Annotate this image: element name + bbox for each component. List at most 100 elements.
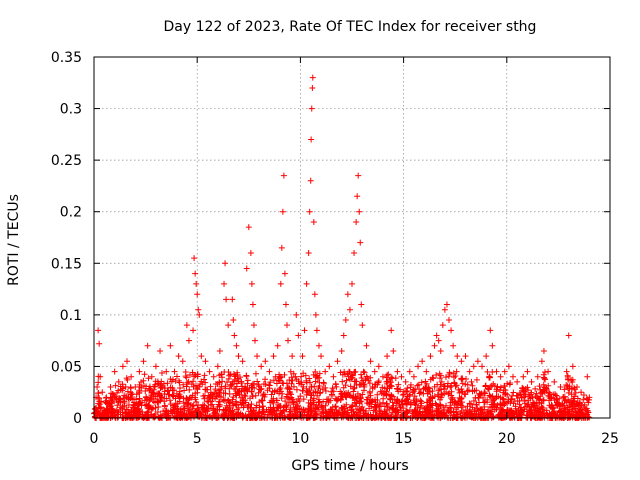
data-point — [540, 347, 547, 354]
noise-point — [423, 380, 430, 387]
data-point — [279, 208, 286, 215]
noise-point — [172, 401, 179, 408]
noise-point — [122, 383, 129, 390]
noise-point — [429, 408, 436, 415]
noise-point — [200, 404, 207, 411]
data-point — [99, 389, 106, 396]
noise-point — [314, 375, 321, 382]
data-point — [349, 280, 355, 287]
noise-point — [224, 404, 231, 411]
noise-point — [294, 405, 301, 412]
noise-point — [106, 398, 113, 405]
noise-point — [312, 388, 319, 395]
data-point — [427, 353, 434, 360]
noise-point — [491, 400, 498, 407]
noise-point — [215, 398, 222, 405]
noise-point — [383, 374, 390, 381]
noise-point — [180, 381, 187, 388]
noise-point — [268, 409, 275, 416]
noise-point — [509, 392, 516, 399]
noise-point — [395, 381, 402, 388]
noise-point — [388, 392, 395, 399]
noise-point — [176, 385, 183, 392]
y-tick-label: 0.05 — [51, 359, 82, 375]
noise-point — [154, 378, 161, 385]
noise-point — [543, 387, 550, 394]
noise-point — [524, 412, 531, 419]
noise-point — [477, 391, 484, 398]
noise-point — [347, 393, 354, 400]
noise-point — [403, 409, 410, 416]
noise-point — [327, 411, 334, 418]
noise-point — [486, 374, 493, 381]
noise-point — [536, 383, 543, 390]
noise-point — [127, 385, 134, 392]
x-tick-label: 20 — [498, 431, 516, 447]
noise-point — [332, 404, 339, 411]
noise-point — [255, 389, 262, 396]
y-tick-label: 0.2 — [60, 205, 82, 221]
data-point — [584, 373, 591, 380]
noise-point — [267, 399, 274, 406]
data-point — [250, 322, 257, 329]
noise-point — [549, 405, 556, 412]
noise-point — [541, 375, 548, 382]
noise-point — [501, 399, 508, 406]
noise-point — [136, 381, 143, 388]
noise-point — [152, 404, 159, 411]
data-point — [144, 342, 151, 349]
noise-point — [352, 394, 359, 401]
noise-point — [557, 413, 564, 420]
data-point — [175, 353, 182, 360]
noise-point — [563, 382, 570, 389]
y-axis-label: ROTI / TECUs — [6, 194, 22, 286]
x-tick-label: 15 — [395, 431, 413, 447]
noise-point — [453, 406, 460, 413]
data-point — [439, 322, 446, 329]
noise-point — [570, 403, 577, 410]
noise-point — [244, 377, 251, 384]
data-point — [474, 358, 481, 365]
y-tick-label: 0.3 — [60, 102, 82, 118]
noise-point — [551, 410, 558, 417]
data-point — [311, 291, 318, 298]
noise-point — [267, 379, 274, 386]
noise-point — [172, 378, 179, 385]
noise-point — [431, 383, 438, 390]
data-point — [375, 363, 382, 370]
noise-point — [276, 390, 283, 397]
noise-point — [315, 406, 322, 413]
data-point — [214, 363, 221, 370]
noise-point — [170, 392, 177, 399]
data-point — [303, 280, 310, 287]
noise-point — [550, 391, 557, 398]
noise-point — [182, 373, 189, 380]
noise-point — [172, 414, 179, 421]
noise-point — [167, 376, 174, 383]
data-point — [410, 373, 417, 380]
data-point — [157, 347, 164, 354]
data-point — [338, 347, 345, 354]
data-point — [247, 249, 254, 256]
noise-point — [360, 410, 367, 417]
data-point — [111, 368, 118, 375]
noise-point — [322, 387, 329, 394]
noise-point — [394, 396, 401, 403]
noise-point — [457, 396, 464, 403]
noise-point — [458, 386, 465, 393]
noise-point — [227, 411, 234, 418]
data-point — [509, 373, 516, 380]
data-point — [565, 332, 572, 339]
noise-point — [437, 402, 444, 409]
noise-point — [516, 397, 523, 404]
noise-point — [187, 411, 194, 418]
data-point — [239, 358, 246, 365]
noise-point — [155, 390, 162, 397]
noise-point — [524, 384, 531, 391]
data-point — [466, 368, 473, 375]
noise-point — [416, 386, 423, 393]
noise-point — [139, 399, 146, 406]
noise-point — [574, 414, 581, 421]
noise-point — [95, 379, 102, 386]
data-point — [198, 353, 205, 360]
